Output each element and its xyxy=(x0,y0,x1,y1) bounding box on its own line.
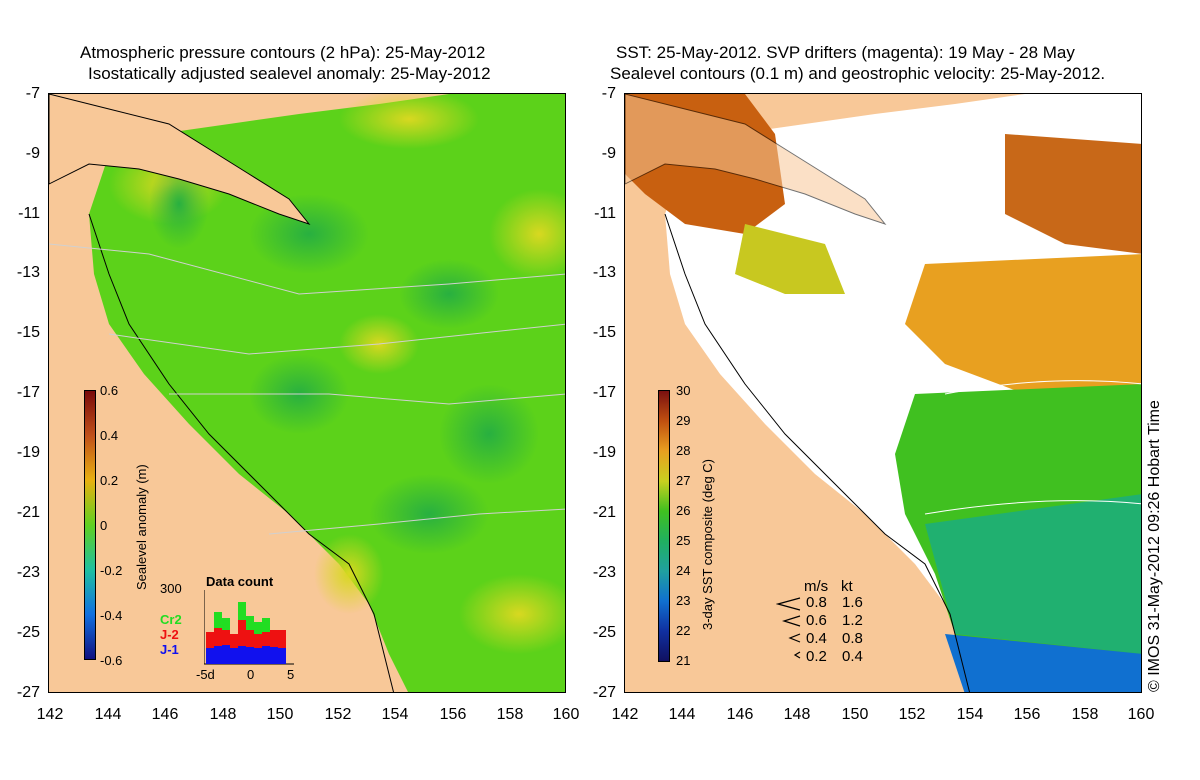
left-y-tick: -7 xyxy=(25,85,40,102)
right-y-tick: -15 xyxy=(592,324,616,341)
right-y-tick: -9 xyxy=(601,145,616,162)
right-png-land xyxy=(625,94,887,226)
velocity-arrows xyxy=(776,597,801,659)
left-y-tick: -15 xyxy=(16,324,40,341)
velocity-ms: 0.8 xyxy=(806,594,827,611)
data-count-xlabel: 0 xyxy=(247,667,255,682)
right-x-tick: 160 xyxy=(1127,706,1155,723)
left-x-tick: 148 xyxy=(209,706,237,723)
left-cbar-tick: 0 xyxy=(100,518,108,533)
left-cbar-tick: 0.6 xyxy=(100,383,119,398)
legend-j1: J-1 xyxy=(160,642,179,657)
velocity-kt: 0.8 xyxy=(842,630,863,647)
left-y-tick: -25 xyxy=(16,624,40,641)
velocity-kt: 0.4 xyxy=(842,648,863,665)
velocity-ms: 0.2 xyxy=(806,648,827,665)
left-x-tick: 150 xyxy=(266,706,294,723)
left-y-tick: -27 xyxy=(16,684,40,701)
right-title-line1: SST: 25-May-2012. SVP drifters (magenta)… xyxy=(616,43,1075,62)
right-x-tick: 158 xyxy=(1071,706,1099,723)
right-y-tick: -7 xyxy=(601,85,616,102)
right-map-graphic xyxy=(625,94,1141,692)
right-cbar-tick: 28 xyxy=(676,443,691,458)
velocity-ms: 0.6 xyxy=(806,612,827,629)
right-cbar-tick: 29 xyxy=(676,413,691,428)
right-x-tick: 142 xyxy=(611,706,639,723)
left-x-tick: 154 xyxy=(381,706,409,723)
data-count-title: Data count xyxy=(206,574,274,589)
left-cbar-title: Sealevel anomaly (m) xyxy=(134,464,149,590)
left-x-tick: 158 xyxy=(496,706,524,723)
right-cbar-tick: 26 xyxy=(676,503,691,518)
right-cbar-tick: 23 xyxy=(676,593,691,608)
left-png-land xyxy=(49,94,311,226)
left-cbar-tick: 0.2 xyxy=(100,473,119,488)
right-y-tick: -11 xyxy=(594,205,616,222)
left-cbar-tick: 0.4 xyxy=(100,428,119,443)
right-title-line2: Sealevel contours (0.1 m) and geostrophi… xyxy=(610,64,1106,83)
left-x-tick: 152 xyxy=(324,706,352,723)
data-count-max: 300 xyxy=(160,581,182,596)
data-count-xlabel: -5d xyxy=(196,667,215,682)
right-x-tick: 144 xyxy=(668,706,696,723)
right-x-tick: 150 xyxy=(841,706,869,723)
velocity-kt: 1.2 xyxy=(842,612,863,629)
right-cbar-tick: 24 xyxy=(676,563,691,578)
data-count-bars xyxy=(204,590,294,665)
left-colorbar xyxy=(84,390,96,660)
right-x-tick: 146 xyxy=(726,706,754,723)
legend-j2: J-2 xyxy=(160,627,179,642)
right-x-tick: 152 xyxy=(898,706,926,723)
right-cbar-tick: 21 xyxy=(676,653,691,668)
left-y-tick: -19 xyxy=(16,444,40,461)
velocity-header-ms: m/s xyxy=(804,578,829,595)
right-x-tick: 154 xyxy=(956,706,984,723)
left-cbar-tick: -0.2 xyxy=(100,563,123,578)
left-x-tick: 156 xyxy=(439,706,467,723)
right-y-tick: -13 xyxy=(592,264,616,281)
right-cbar-tick: 27 xyxy=(676,473,691,488)
copyright-label: © IMOS 31-May-2012 09:26 Hobart Time xyxy=(1146,400,1163,692)
velocity-ms: 0.4 xyxy=(806,630,827,647)
left-map xyxy=(48,93,566,693)
left-y-tick: -11 xyxy=(18,205,40,222)
right-map xyxy=(624,93,1142,693)
right-cbar-tick: 30 xyxy=(676,383,691,398)
right-y-tick: -23 xyxy=(592,564,616,581)
right-cbar-tick: 25 xyxy=(676,533,691,548)
right-cbar-title: 3-day SST composite (deg C) xyxy=(700,459,715,630)
left-y-tick: -13 xyxy=(16,264,40,281)
right-x-tick: 148 xyxy=(783,706,811,723)
right-y-tick: -27 xyxy=(592,684,616,701)
right-y-tick: -21 xyxy=(592,504,616,521)
velocity-kt: 1.6 xyxy=(842,594,863,611)
right-y-tick: -19 xyxy=(592,444,616,461)
right-y-tick: -17 xyxy=(592,384,616,401)
data-count-xlabel: 5 xyxy=(287,667,295,682)
left-x-tick: 160 xyxy=(552,706,580,723)
legend-cr2: Cr2 xyxy=(160,612,182,627)
left-y-tick: -17 xyxy=(16,384,40,401)
left-title-line1: Atmospheric pressure contours (2 hPa): 2… xyxy=(80,43,486,62)
left-y-tick: -9 xyxy=(25,145,40,162)
left-map-graphic xyxy=(49,94,565,692)
right-cbar-tick: 22 xyxy=(676,623,691,638)
right-y-tick: -25 xyxy=(592,624,616,641)
left-x-tick: 146 xyxy=(151,706,179,723)
velocity-header-kt: kt xyxy=(841,578,853,595)
left-cbar-tick: -0.4 xyxy=(100,608,123,623)
right-colorbar xyxy=(658,390,670,662)
left-y-tick: -21 xyxy=(16,504,40,521)
left-x-tick: 142 xyxy=(36,706,64,723)
left-x-tick: 144 xyxy=(94,706,122,723)
left-y-tick: -23 xyxy=(16,564,40,581)
right-x-tick: 156 xyxy=(1013,706,1041,723)
left-cbar-tick: -0.6 xyxy=(100,653,123,668)
left-title-line2: Isostatically adjusted sealevel anomaly:… xyxy=(88,64,491,83)
